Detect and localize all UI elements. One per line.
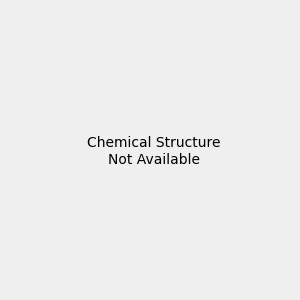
Text: Chemical Structure
Not Available: Chemical Structure Not Available	[87, 136, 220, 166]
